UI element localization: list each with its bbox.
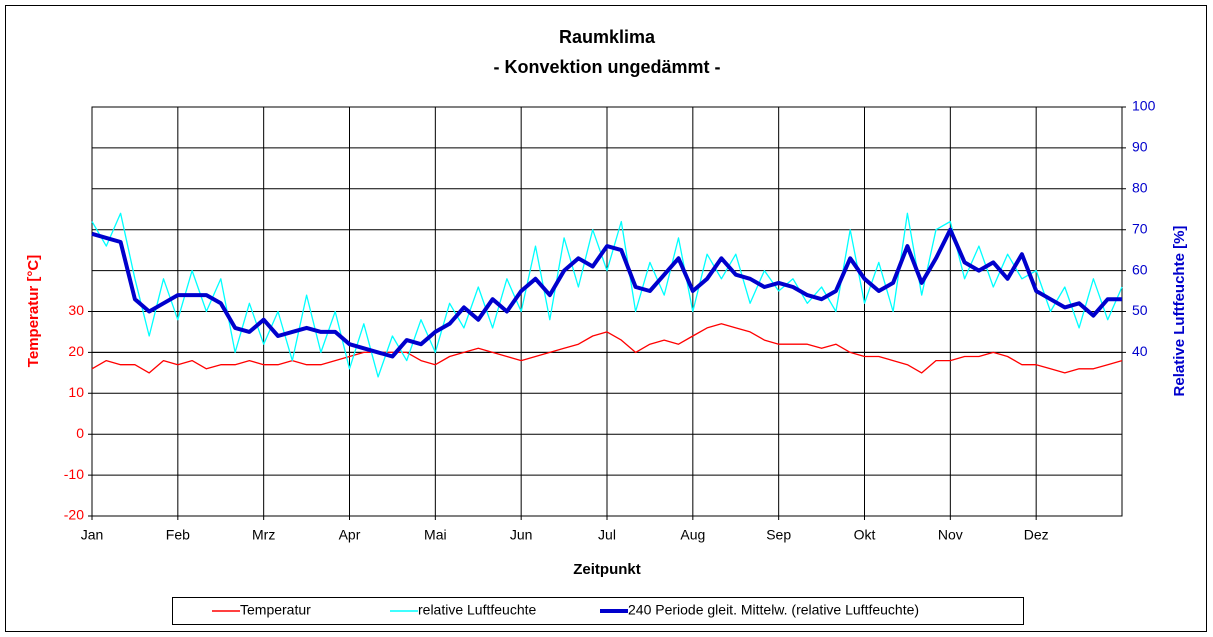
y2-tick-label: 100 xyxy=(1132,98,1156,114)
series-line xyxy=(91,323,1123,374)
legend-box xyxy=(172,597,1024,625)
x-tick-label: Jan xyxy=(81,527,104,543)
x-tick-label: Nov xyxy=(938,527,963,543)
x-tick-label: Feb xyxy=(166,527,190,543)
legend-label: 240 Periode gleit. Mittelw. (relative Lu… xyxy=(628,602,919,618)
y-tick-label: -20 xyxy=(64,507,84,523)
y-tick-label: 30 xyxy=(68,302,84,318)
y-tick-label: 20 xyxy=(68,343,84,359)
y-tick-label: 0 xyxy=(76,425,84,441)
legend-label: relative Luftfeuchte xyxy=(418,602,537,618)
x-tick-label: Sep xyxy=(766,527,791,543)
x-tick-label: Jul xyxy=(598,527,616,543)
x-tick-label: Aug xyxy=(680,527,705,543)
y-tick-label: 10 xyxy=(68,384,84,400)
chart-title: Raumklima xyxy=(559,27,656,47)
y2-tick-label: 60 xyxy=(1132,261,1148,277)
y2-tick-label: 70 xyxy=(1132,220,1148,236)
y2-axis-title: Relative Luftfeuchte [%] xyxy=(1171,226,1188,397)
y2-tick-label: 80 xyxy=(1132,180,1148,196)
y2-tick-label: 50 xyxy=(1132,302,1148,318)
x-tick-label: Apr xyxy=(339,527,361,543)
series-line xyxy=(91,227,1122,359)
y2-tick-label: 90 xyxy=(1132,139,1148,155)
x-axis-title: Zeitpunkt xyxy=(573,561,641,578)
x-tick-label: Okt xyxy=(854,527,876,543)
x-tick-label: Mai xyxy=(424,527,447,543)
x-tick-label: Dez xyxy=(1024,527,1049,543)
x-tick-label: Jun xyxy=(510,527,533,543)
legend-label: Temperatur xyxy=(240,602,311,618)
y2-tick-label: 40 xyxy=(1132,343,1148,359)
y-axis-title: Temperatur [°C] xyxy=(25,255,42,367)
chart-subtitle: - Konvektion ungedämmt - xyxy=(493,57,720,77)
y-tick-label: -10 xyxy=(64,466,84,482)
x-tick-label: Mrz xyxy=(252,527,275,543)
series-line xyxy=(91,212,1123,378)
